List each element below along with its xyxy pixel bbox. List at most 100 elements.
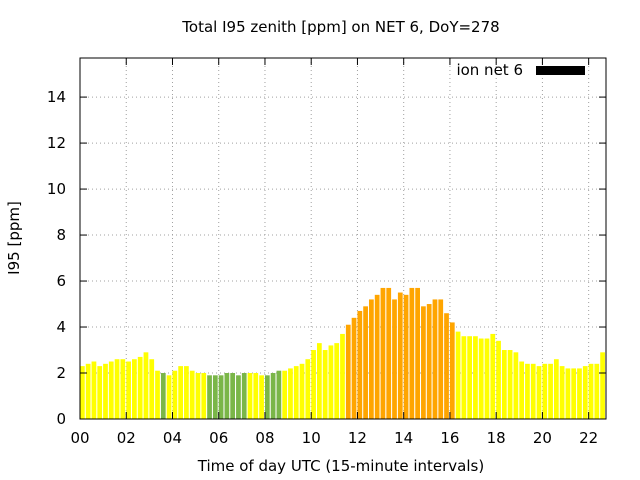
bar xyxy=(241,373,247,419)
bar xyxy=(305,359,311,419)
bar xyxy=(299,363,305,419)
bar xyxy=(542,363,548,419)
x-tick-label: 02 xyxy=(117,429,136,447)
bar xyxy=(565,368,571,419)
bar xyxy=(455,331,461,419)
x-tick-label: 16 xyxy=(440,429,459,447)
bar xyxy=(311,350,316,419)
x-tick-label: 00 xyxy=(70,429,89,447)
bar xyxy=(432,299,438,419)
bar xyxy=(553,359,559,419)
bars xyxy=(80,287,605,419)
bar xyxy=(218,375,224,419)
y-tick-label: 0 xyxy=(56,410,66,428)
legend-label: ion net 6 xyxy=(456,61,523,79)
bar xyxy=(357,310,363,419)
bar xyxy=(91,361,97,419)
bar xyxy=(270,373,276,419)
bar xyxy=(114,359,120,419)
bar xyxy=(490,333,496,419)
bar xyxy=(530,363,536,419)
bar xyxy=(108,361,114,419)
legend-swatch xyxy=(536,66,585,75)
y-tick-label: 4 xyxy=(56,318,66,336)
y-tick-label: 14 xyxy=(47,88,66,106)
bar xyxy=(536,366,542,419)
x-tick-label: 08 xyxy=(255,429,274,447)
x-tick-label: 20 xyxy=(533,429,552,447)
bar xyxy=(403,294,409,419)
y-tick-label: 2 xyxy=(56,364,66,382)
y-tick-label: 10 xyxy=(47,180,66,198)
bar xyxy=(351,317,357,419)
axis-ticks xyxy=(79,58,606,420)
bar xyxy=(478,338,484,419)
bar xyxy=(519,361,525,419)
bar xyxy=(189,370,195,419)
y-tick-labels: 0 2 4 6 8 10 12 14 xyxy=(47,88,66,428)
bar xyxy=(409,287,415,419)
bar xyxy=(201,373,207,419)
x-tick-label: 14 xyxy=(394,429,413,447)
bar xyxy=(501,350,507,419)
bar xyxy=(496,340,501,419)
bar xyxy=(345,324,351,419)
bar xyxy=(449,322,455,419)
x-axis-label: Time of day UTC (15-minute intervals) xyxy=(197,457,484,475)
bar xyxy=(380,287,386,419)
y-tick-label: 8 xyxy=(56,226,66,244)
bar xyxy=(172,370,178,419)
bar xyxy=(548,363,553,419)
bar xyxy=(334,343,340,419)
bar xyxy=(293,366,299,419)
y-tick-label: 12 xyxy=(47,134,66,152)
y-axis-label: I95 [ppm] xyxy=(5,201,23,275)
x-tick-label: 10 xyxy=(302,429,321,447)
plot-frame xyxy=(79,57,607,420)
bar xyxy=(126,361,131,419)
bar xyxy=(588,363,594,419)
bar xyxy=(264,375,270,419)
x-tick-label: 06 xyxy=(209,429,228,447)
bar xyxy=(184,366,189,419)
bar xyxy=(143,352,149,419)
grid xyxy=(80,58,606,419)
bar xyxy=(276,370,282,419)
bar xyxy=(166,375,172,419)
bar xyxy=(374,294,380,419)
bar xyxy=(577,368,582,419)
bar xyxy=(525,363,530,419)
bar xyxy=(363,306,368,419)
x-tick-labels: 00 02 04 06 08 10 12 14 16 18 20 22 xyxy=(70,429,598,447)
bar xyxy=(322,350,328,419)
bar xyxy=(438,299,444,419)
legend: ion net 6 xyxy=(456,61,585,79)
bar xyxy=(230,373,236,419)
bar xyxy=(392,299,397,419)
bar xyxy=(444,313,449,419)
bar xyxy=(288,368,293,419)
bar xyxy=(155,370,160,419)
bar xyxy=(132,359,137,419)
y-tick-label: 6 xyxy=(56,272,66,290)
bar xyxy=(195,373,201,419)
bar xyxy=(571,368,577,419)
bar xyxy=(507,350,513,419)
bar xyxy=(316,343,322,419)
bar xyxy=(120,359,126,419)
bar xyxy=(484,338,490,419)
bar xyxy=(594,363,600,419)
bar xyxy=(236,375,241,419)
bar xyxy=(212,375,218,419)
bar xyxy=(340,333,345,419)
bar xyxy=(426,304,432,419)
bar xyxy=(582,366,588,419)
bar xyxy=(397,292,403,419)
x-tick-label: 18 xyxy=(487,429,506,447)
bar xyxy=(224,373,230,419)
bar xyxy=(513,352,519,419)
x-tick-label: 12 xyxy=(348,429,367,447)
bar xyxy=(137,356,143,419)
bar xyxy=(85,363,91,419)
bar xyxy=(600,352,605,419)
